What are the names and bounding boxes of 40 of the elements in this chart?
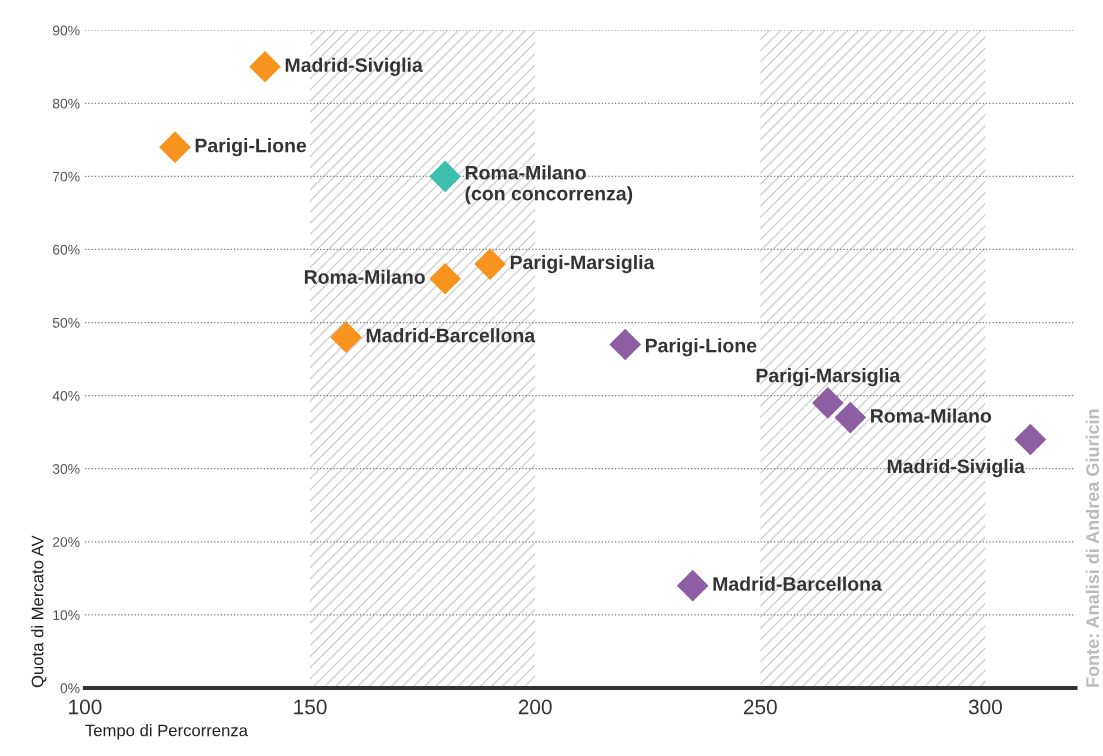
y-tick-label: 90% — [52, 25, 80, 36]
annotation: Roma-Milano — [871, 408, 992, 423]
point — [429, 262, 461, 295]
annotation: Parigi-Lione — [195, 138, 307, 157]
y-tick-label: 60% — [52, 244, 80, 255]
annotation: Madrid-Siviglia — [285, 57, 423, 76]
annotation: Parigi-Marsiglia — [510, 254, 655, 274]
point — [676, 569, 709, 602]
y-tick-label: 20% — [52, 537, 80, 547]
point — [1014, 423, 1047, 456]
y-tick-label: 70% — [52, 171, 80, 182]
annotation: Madrid-Siviglia — [887, 458, 1025, 478]
y-tick-label: 30% — [52, 464, 80, 474]
y-tick-label: 10% — [53, 610, 80, 621]
point — [330, 321, 362, 354]
x-tick-label: 150 — [294, 699, 327, 715]
x-tick-label: 300 — [968, 699, 1002, 715]
point — [834, 401, 867, 434]
x-axis-title: Tempo di Percorrenza — [85, 724, 248, 740]
y-tick-label: 0% — [60, 683, 80, 694]
x-tick-label: 100 — [69, 699, 102, 715]
x-tick-label: 200 — [518, 699, 552, 715]
y-axis-title: Quota di Mercato AV — [31, 535, 47, 688]
annotation: Parigi-Lione — [645, 338, 757, 357]
source-note: Fonte: Analisi di Andrea Giuricin — [1085, 409, 1100, 687]
point — [474, 248, 506, 280]
y-tick-label: 50% — [52, 317, 80, 328]
annotation: Madrid-Barcellona — [713, 576, 882, 591]
y-tick-label: 40% — [52, 390, 80, 401]
annotation: Parigi-Marsiglia — [756, 368, 901, 387]
annotation: Roma-Milano (con concorrenza) — [465, 165, 633, 205]
point — [609, 328, 642, 361]
x-tick-label: 250 — [743, 699, 777, 715]
point — [159, 131, 191, 163]
annotation: Roma-Milano — [304, 269, 425, 284]
point — [811, 387, 844, 419]
point — [249, 50, 281, 83]
y-tick-label: 80% — [52, 98, 80, 109]
annotation: Madrid-Barcellona — [366, 328, 536, 343]
point — [429, 160, 461, 193]
